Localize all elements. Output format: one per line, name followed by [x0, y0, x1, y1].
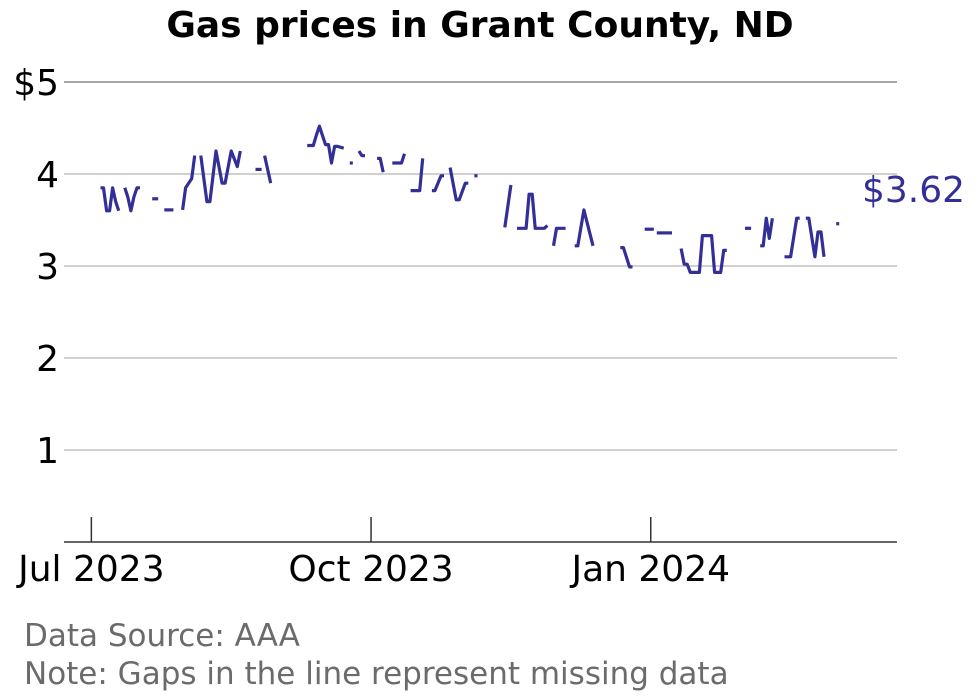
chart-title: Gas prices in Grant County, ND	[166, 5, 793, 46]
series-segment-19	[517, 192, 549, 230]
series-segment-29	[805, 216, 826, 259]
y-tick-label: 4	[36, 155, 59, 196]
y-tick-label: 3	[36, 247, 59, 288]
series-segment-22	[620, 246, 633, 269]
x-tick-label: Oct 2023	[288, 549, 453, 590]
x-tick-label: Jul 2023	[16, 549, 165, 590]
missing-data-note: Note: Gaps in the line represent missing…	[24, 656, 729, 692]
y-axis-tick-labels: 1 2 3 4 $5	[13, 63, 59, 472]
series-segment-6	[199, 149, 242, 204]
series-segment-20	[551, 226, 566, 247]
series-segment-25	[679, 234, 727, 274]
series-segment-2	[123, 186, 140, 213]
series-segment-15	[431, 174, 444, 193]
series-segment-5	[181, 155, 197, 211]
grid-lines	[64, 81, 897, 451]
series-segment-18	[503, 184, 513, 228]
y-tick-label: 1	[36, 431, 59, 472]
series-segment-16	[448, 167, 469, 202]
series-segment-13	[392, 153, 407, 165]
latest-price-label: $3.62	[862, 170, 965, 211]
series-segment-1	[100, 186, 121, 213]
x-tick-label: Jan 2024	[569, 549, 730, 590]
series-segment-28	[784, 216, 800, 259]
y-tick-label: 2	[36, 339, 59, 380]
x-axis-ticks: Jul 2023 Oct 2023 Jan 2024	[16, 517, 730, 590]
series-segment-21	[574, 208, 595, 248]
series-segment-11	[357, 150, 365, 158]
series-segment-8	[263, 155, 273, 184]
series-segment-9	[307, 124, 345, 165]
series-segment-12	[377, 156, 385, 173]
gas-price-series	[100, 124, 840, 274]
series-segment-14	[410, 158, 425, 193]
data-source-note: Data Source: AAA	[24, 618, 300, 654]
y-tick-label: $5	[13, 63, 59, 104]
series-segment-27	[760, 216, 774, 248]
